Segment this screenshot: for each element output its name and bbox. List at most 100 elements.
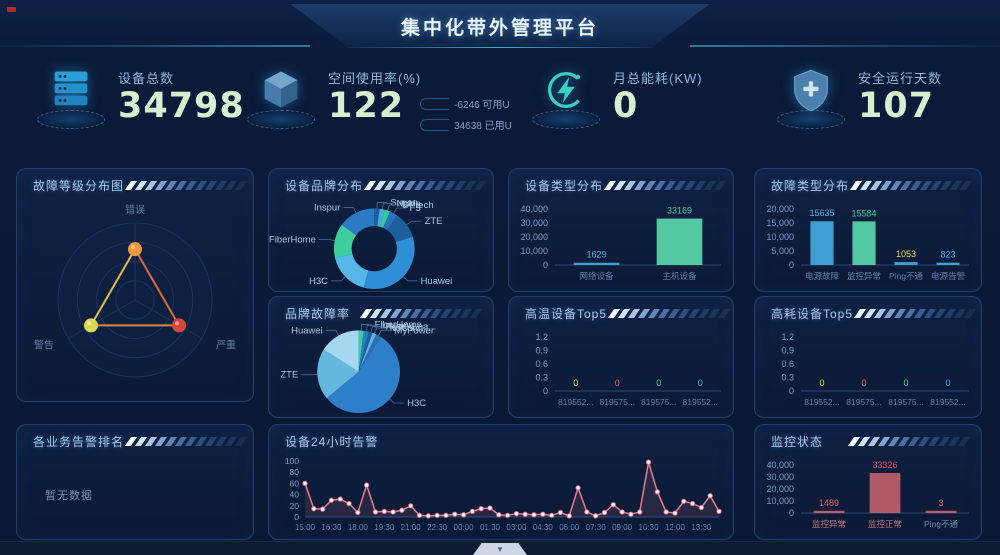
svg-text:21:00: 21:00 [401, 523, 422, 532]
svg-text:1.2: 1.2 [535, 332, 548, 342]
svg-text:0: 0 [945, 378, 950, 388]
svg-text:foxconn: foxconn [390, 323, 423, 334]
svg-text:0.9: 0.9 [535, 346, 548, 356]
svg-text:Huawei: Huawei [421, 276, 453, 287]
svg-text:ZTE: ZTE [280, 370, 298, 381]
svg-text:Ping不通: Ping不通 [889, 271, 924, 281]
kpi-label: 空间使用率(%) [328, 71, 422, 86]
svg-text:20,000: 20,000 [766, 204, 794, 214]
panel-title: 各业务告警排名 [33, 434, 125, 449]
header-accent-line-left [0, 45, 310, 47]
svg-text:Sugon...: Sugon... [390, 197, 425, 208]
chevron-down-icon: ▾ [497, 543, 503, 554]
svg-text:Nokia: Nokia [397, 198, 422, 209]
available-u-label: -6246 可用U [454, 100, 510, 111]
kpi-value: 0 [613, 86, 639, 126]
stripes-decoration [847, 436, 971, 446]
svg-text:22:30: 22:30 [427, 523, 448, 532]
svg-text:0: 0 [789, 260, 794, 270]
svg-text:15584: 15584 [851, 208, 876, 218]
svg-text:H3C: H3C [407, 398, 426, 409]
svg-text:19:30: 19:30 [374, 523, 395, 532]
svg-text:0.9: 0.9 [781, 346, 794, 356]
svg-text:F5: F5 [410, 203, 421, 214]
svg-text:10,000: 10,000 [520, 246, 548, 256]
panel-high-temp: 高温设备Top5 0 0.3 0.6 0.9 1.2 0 819552... 0 819575.… [508, 296, 734, 418]
svg-text:819575...: 819575... [641, 397, 676, 407]
svg-text:819552...: 819552... [804, 397, 839, 407]
svg-text:0: 0 [573, 378, 578, 388]
panel-title: 品牌故障率 [285, 306, 351, 321]
svg-text:819575...: 819575... [600, 397, 635, 407]
title-banner: 集中化带外管理平台 [290, 4, 710, 48]
kpi-energy: 月总能耗(KW) 0 [525, 66, 703, 129]
svg-text:0: 0 [819, 378, 824, 388]
svg-text:40: 40 [290, 490, 300, 500]
svg-text:10,000: 10,000 [766, 232, 794, 242]
svg-text:0.6: 0.6 [535, 359, 548, 369]
icon-pedestal [247, 110, 315, 129]
panel-alarm-24h: 设备24小时告警 0 20 40 60 80 100 15:00 16:30 18:00 19:3… [268, 424, 734, 540]
svg-text:警告: 警告 [34, 339, 54, 352]
svg-text:06:00: 06:00 [559, 523, 580, 532]
svg-text:13:30: 13:30 [691, 523, 712, 532]
svg-text:0: 0 [294, 512, 299, 522]
kpi-device-total: 设备总数 34798 [30, 66, 245, 129]
svg-text:Huawei: Huawei [291, 325, 323, 336]
panel-title: 设备类型分布 [525, 178, 604, 193]
svg-text:100: 100 [285, 456, 299, 466]
svg-text:电源故障: 电源故障 [805, 271, 840, 281]
server-icon [54, 71, 88, 106]
stripes-decoration [124, 180, 248, 190]
panel-title: 设备品牌分布 [285, 178, 364, 193]
brand-fault-pie-chart: FiberHomeInspurPowerLea...foxconnMyPower… [280, 319, 436, 414]
panel-title: 高温设备Top5 [525, 306, 608, 321]
svg-text:819552...: 819552... [558, 397, 593, 407]
svg-text:Ping不通: Ping不通 [924, 519, 959, 529]
panel-brand-fault: 品牌故障率 FiberHome Inspur PowerLea... foxconn M… [268, 296, 494, 418]
svg-text:33326: 33326 [872, 460, 897, 470]
monitor-status-bar-chart: 0 10,000 20,000 30,000 40,000 1489 监控异常 33326 监控… [766, 460, 969, 529]
svg-text:40,000: 40,000 [766, 460, 794, 470]
svg-text:0: 0 [861, 378, 866, 388]
svg-text:H3C: H3C [309, 276, 328, 287]
cube-icon [264, 71, 298, 108]
svg-text:0: 0 [789, 508, 794, 518]
svg-text:823: 823 [940, 250, 955, 260]
panel-monitor: 监控状态 0 10,000 20,000 30,000 40,000 1489 监控异常 33… [754, 424, 982, 540]
svg-text:5,000: 5,000 [771, 246, 794, 256]
kpi-value: 107 [858, 86, 935, 126]
no-data-label: 暂无数据 [45, 490, 93, 502]
svg-text:10,000: 10,000 [766, 496, 794, 506]
collapse-tab[interactable]: ▾ [473, 543, 527, 555]
svg-text:819552...: 819552... [930, 397, 965, 407]
svg-text:07:30: 07:30 [586, 523, 607, 532]
bracket-decoration [420, 97, 450, 110]
svg-text:0: 0 [543, 260, 548, 270]
svg-text:16:30: 16:30 [321, 523, 342, 532]
svg-text:监控异常: 监控异常 [847, 271, 881, 281]
svg-text:40,000: 40,000 [520, 204, 548, 214]
svg-text:0: 0 [615, 378, 620, 388]
header-accent-line-right [690, 45, 1000, 47]
icon-pedestal [532, 110, 600, 129]
svg-text:20: 20 [290, 501, 300, 511]
svg-text:15635: 15635 [809, 208, 834, 218]
stripes-decoration [359, 308, 483, 318]
svg-text:主机设备: 主机设备 [662, 271, 697, 281]
shield-icon [794, 69, 828, 112]
svg-text:监控异常: 监控异常 [812, 519, 846, 529]
panel-high-power: 高耗设备Top5 0 0.3 0.6 0.9 1.2 0 819552... 0 819575.… [754, 296, 982, 418]
kpi-safe-days: 安全运行天数 107 [770, 66, 942, 129]
page-title: 集中化带外管理平台 [400, 17, 599, 39]
record-indicator [7, 7, 16, 12]
svg-text:30,000: 30,000 [520, 218, 548, 228]
panel-biz-rank: 各业务告警排名 暂无数据 [16, 424, 254, 540]
svg-text:3: 3 [938, 498, 943, 508]
kpi-value: 122 [328, 86, 405, 126]
panel-title: 高耗设备Top5 [771, 306, 854, 321]
svg-text:30,000: 30,000 [766, 472, 794, 482]
